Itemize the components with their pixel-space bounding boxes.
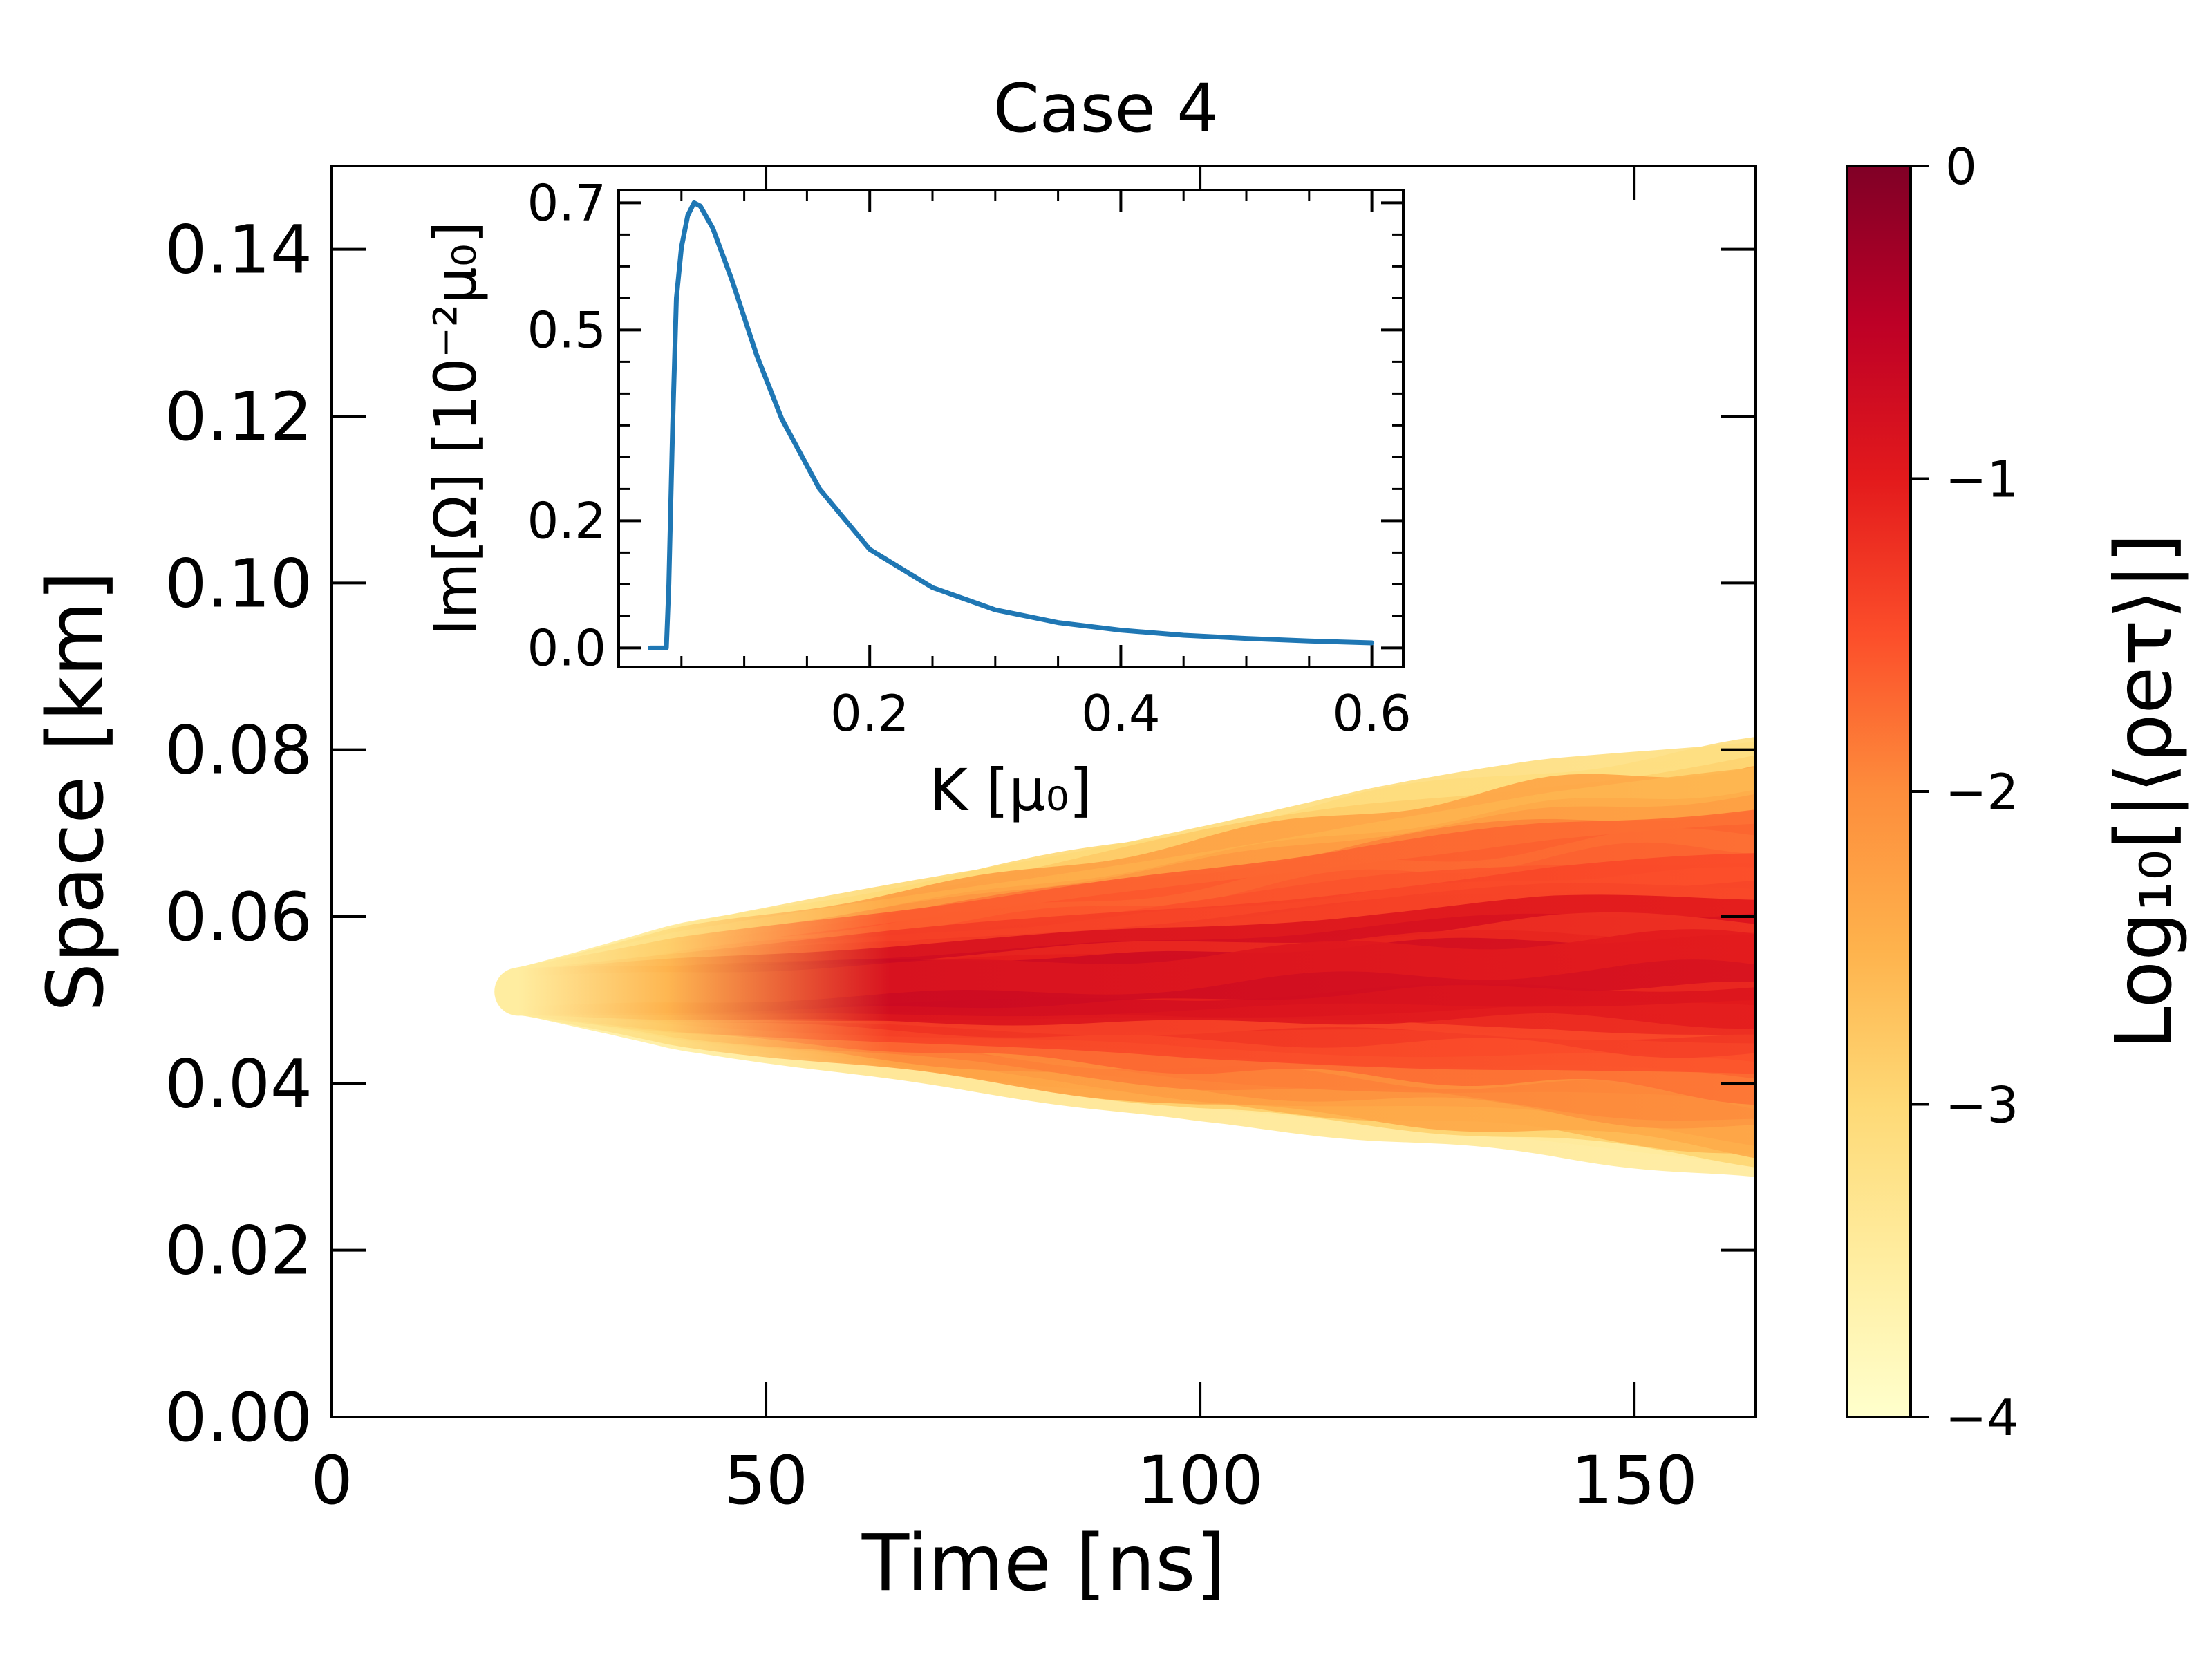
inset-x-tick-label: 0.6	[1332, 684, 1412, 742]
main-x-tick-label: 150	[1571, 1442, 1698, 1519]
main-y-tick-label: 0.04	[165, 1045, 312, 1123]
main-title: Case 4	[993, 70, 1219, 147]
main-y-tick-label: 0.02	[165, 1212, 312, 1290]
main-y-tick-label: 0.14	[165, 212, 312, 289]
main-y-tick-label: 0.00	[165, 1379, 312, 1456]
inset-y-tick-label: 0.0	[527, 619, 606, 677]
inset-x-tick-label: 0.4	[1081, 684, 1161, 742]
main-y-tick-label: 0.06	[165, 879, 312, 956]
inset-x-axis-label: K [μ₀]	[930, 756, 1091, 824]
main-x-tick-label: 100	[1136, 1442, 1263, 1519]
inset-background	[619, 190, 1403, 667]
main-x-axis-label: Time [ns]	[861, 1519, 1226, 1609]
main-axes-frame	[330, 165, 1757, 1418]
colorbar-tick-label: 0	[1945, 138, 1977, 196]
main-heatmap-chart: Case 4 0 50 100 150 0.00 0.02 0.04 0.06 0.08 0.10…	[31, 70, 1757, 1609]
colorbar-tick-label: −4	[1945, 1389, 2018, 1447]
colorbar-label: Log₁₀[|⟨ρeτ⟩|]	[2099, 533, 2189, 1050]
colorbar-gradient	[1846, 165, 1912, 1418]
plume-streak	[503, 929, 1756, 1007]
inset-series-line	[647, 200, 1375, 650]
main-plume	[494, 737, 1756, 1177]
colorbar-ticks: 0 −1 −2 −3 −4	[1911, 138, 2018, 1447]
main-y-tick-label: 0.10	[165, 545, 312, 622]
inset-axes-frame	[617, 189, 1405, 668]
colorbar-tick-label: −1	[1945, 451, 2018, 509]
main-x-tick-label: 0	[310, 1442, 353, 1519]
inset-x-tick-label: 0.2	[830, 684, 910, 742]
inset-y-axis-label: Im[Ω] [10⁻²μ₀]	[422, 221, 489, 637]
main-y-tick-label: 0.12	[165, 378, 312, 456]
main-y-tick-label: 0.08	[165, 712, 312, 789]
inset-y-tick-label: 0.7	[527, 174, 606, 232]
inset-y-tick-label: 0.5	[527, 301, 606, 359]
inset-line-chart: 0.2 0.4 0.6 0.0 0.2 0.5 0.7 K [μ₀] Im[Ω] [10⁻²…	[422, 174, 1412, 824]
colorbar-tick-label: −3	[1945, 1076, 2018, 1134]
inset-y-tick-label: 0.2	[527, 491, 606, 550]
inset-ticks: 0.2 0.4 0.6 0.0 0.2 0.5 0.7	[527, 174, 1411, 742]
main-y-axis-label: Space [km]	[31, 571, 121, 1012]
colorbar: 0 −1 −2 −3 −4 Log₁₀[|⟨ρeτ⟩|]	[1846, 138, 2189, 1447]
main-x-tick-label: 50	[724, 1442, 808, 1519]
main-ticks: 0 50 100 150 0.00 0.02 0.04 0.06 0.08 0.10 0.12 0.1…	[165, 166, 1756, 1519]
colorbar-tick-label: −2	[1945, 763, 2018, 821]
